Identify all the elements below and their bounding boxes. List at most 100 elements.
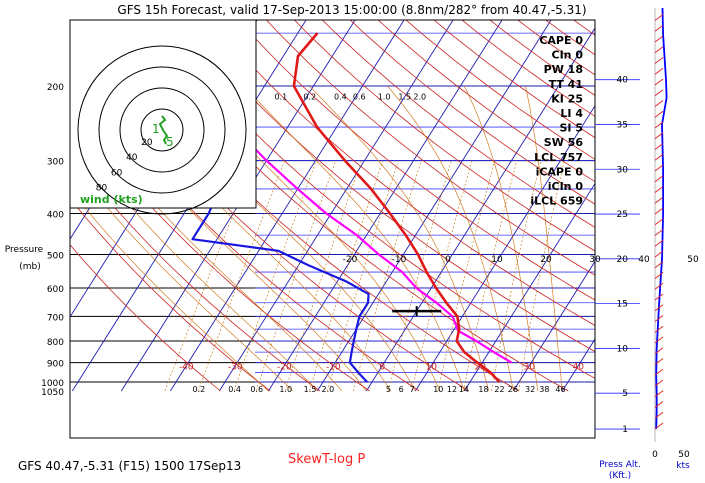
pressure-tick-label: 500 [47,252,64,262]
hodograph-ring [119,87,205,173]
stability-index: CIn 0 [552,49,584,62]
mixing-ratio-tick-label-bottom: 22 [494,385,504,394]
mixing-ratio-line [309,160,384,392]
wind-barb [654,132,664,140]
wind-barb [654,100,664,107]
mixing-ratio-line [198,160,285,392]
isotherm-line [463,182,595,392]
stability-index: iLCL 659 [530,195,583,208]
stability-index: iCIn 0 [548,180,584,193]
mixing-ratio-line [233,160,317,392]
moist-adiabat-line [191,85,441,392]
altitude-axis-label: Press Alt. [599,460,641,470]
mixing-ratio-line [491,160,542,392]
hodograph-ring-label: 80 [96,184,108,194]
temperature-tick-label-lower: 20 [475,363,487,373]
pressure-tick-label: 900 [47,360,64,370]
pressure-tick-label: 1050 [41,388,64,398]
dry-adiabat-line [545,20,595,56]
dry-adiabat-line [572,20,595,36]
hodograph-ring [77,45,247,215]
mixing-ratio-tick-label-bottom: 18 [478,385,488,394]
hodograph-ring [140,108,184,152]
wind-barb [654,368,664,376]
isotherm-line [414,104,595,392]
footer-location: GFS 40.47,-5.31 (F15) 1500 17Sep13 [18,459,241,473]
hodograph-ring-label: 20 [141,138,153,148]
isotherm-line [120,20,356,392]
stability-index: TT 41 [549,78,583,91]
hodograph-ring-label: 40 [126,153,138,163]
wind-barb [654,390,664,398]
background-grid [69,0,705,439]
wind-barb [654,35,664,43]
mixing-ratio-line [353,160,422,392]
mixing-ratio-tick-label: 0.6 [353,93,366,102]
wind-barb [654,304,664,312]
dry-adiabat-line [70,152,321,392]
wind-barb [654,218,664,226]
stability-index: iCAPE 0 [536,165,584,178]
speed-axis-label: kts [676,461,690,471]
temperature-tick-label-lower: 30 [524,363,536,373]
altitude-axis-unit: (Kft.) [609,471,631,481]
temperature-tick-label-lower: 10 [426,363,438,373]
isotherm-line [660,0,705,391]
dry-adiabat-line [70,244,221,392]
wind-barb [654,196,664,204]
wind-barb [654,164,664,172]
dry-adiabat-line [70,197,271,392]
temperature-tick-label: 20 [540,255,552,265]
stability-index: CAPE 0 [539,34,583,47]
isotherm-line [267,20,503,392]
mixing-ratio-tick-label-bottom: 12 [447,385,457,394]
moist-adiabat-line [243,85,465,392]
wind-barb [654,78,664,86]
wind-barb [654,261,664,269]
wind-barb [654,24,664,32]
mixing-ratio-tick-label: 2.0 [413,93,426,102]
dry-adiabat-line [349,20,595,205]
temperature-tick-label: -20 [343,255,358,265]
temperature-tick-label: 40 [638,255,650,265]
hodograph-height-label: 5 [166,135,174,149]
stability-index: KI 25 [551,92,583,105]
wind-barb [654,347,664,355]
dry-adiabat-line [238,20,595,301]
wind-barb [654,121,664,129]
wind-barb [654,272,664,279]
temperature-tick-label: 30 [589,255,601,265]
mixing-ratio-tick-label: 1.0 [378,93,391,102]
mixing-ratio-tick-label: 1.5 [398,93,411,102]
pressure-tick-label: 700 [47,313,64,323]
altitude-tick-label: 35 [617,120,628,130]
temperature-tick-label: 0 [445,255,451,265]
wind-barb [654,57,664,64]
hodograph-label: wind (kts) [80,193,143,206]
mixing-ratio-tick-label-bottom: 1.5 [304,385,317,394]
wind-barb [654,379,664,387]
wind-barb [654,315,664,322]
isotherm-line [365,27,595,392]
pressure-axis-label: Pressure [5,245,44,255]
mixing-ratio-tick-label-bottom: 26 [508,385,518,394]
wind-barb [654,46,664,54]
moist-adiabat-line [387,85,514,392]
mixing-ratio-line [327,160,399,392]
wind-barb [654,186,664,193]
wind-barb [654,250,664,258]
temperature-tick-label-lower: -20 [277,363,292,373]
isotherm-line [512,260,595,392]
wind-speed-line [655,7,668,430]
mixing-ratio-tick-label: 0.4 [334,93,347,102]
pressure-tick-label: 600 [47,285,64,295]
temperature-tick-label-lower: -10 [326,363,341,373]
temperature-tick-label: 10 [491,255,503,265]
wind-barb [654,411,664,419]
stability-index: SW 56 [544,136,584,149]
wind-barb [654,207,664,215]
dry-adiabat-line [377,20,595,183]
altitude-tick-label: 15 [617,300,628,310]
isotherm-line [316,20,552,392]
